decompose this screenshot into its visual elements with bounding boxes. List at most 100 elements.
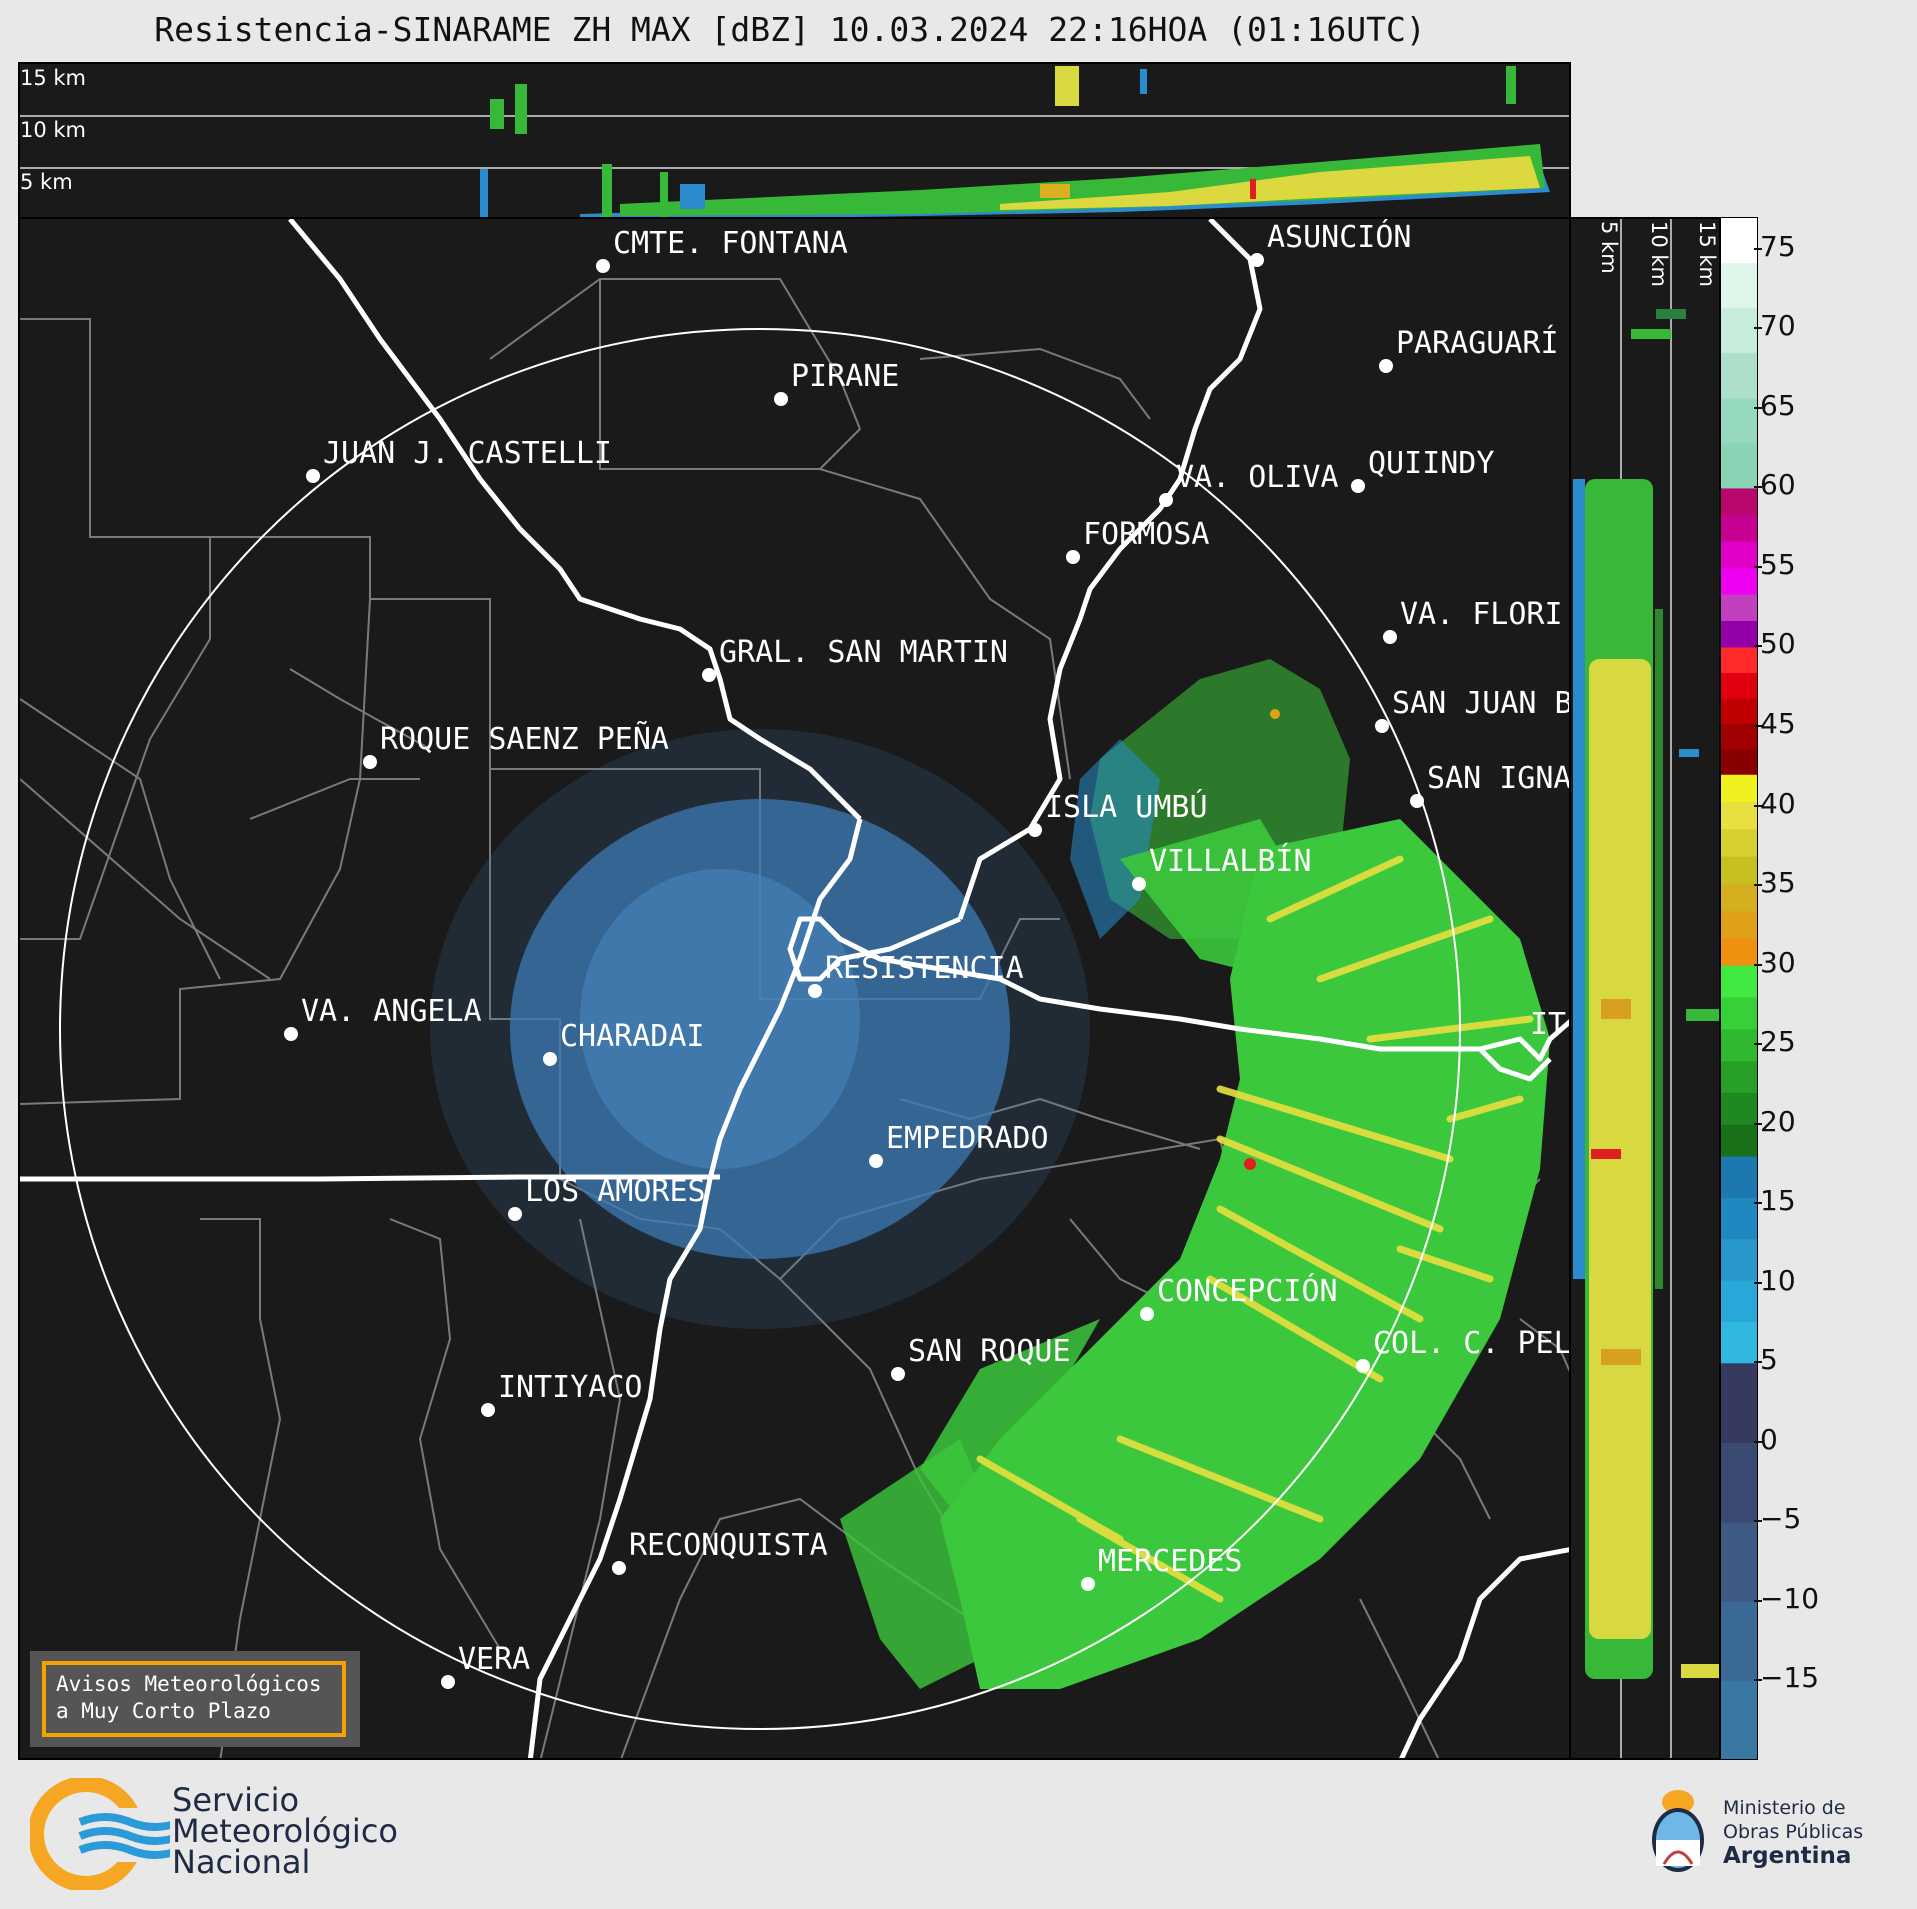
city-marker: [1379, 359, 1393, 373]
city-label: ISLA UMBÚ: [1045, 790, 1208, 825]
top-level-15km: 15 km: [20, 66, 87, 90]
colorbar-band-4-1: [1721, 997, 1757, 1030]
ministry-line-1: Ministerio de: [1723, 1797, 1846, 1819]
city-label: CHARADAI: [560, 1019, 705, 1054]
colorbar-band-4-5: [1721, 1124, 1757, 1158]
colorbar-tick-label: 5: [1754, 1343, 1778, 1377]
city-label: FORMOSA: [1083, 517, 1210, 552]
colorbar-band-6-4: [1721, 1681, 1757, 1759]
colorbar-band-0-1: [1721, 263, 1757, 309]
colorbar-band-0-2: [1721, 308, 1757, 354]
colorbar-band-3-0: [1721, 774, 1757, 803]
colorbar-graphic: [1721, 218, 1757, 1759]
colorbar-band-3-2: [1721, 829, 1757, 858]
city-marker: [363, 755, 377, 769]
top-profile-graphic: [20, 66, 1569, 217]
city-label: VERA: [458, 1642, 531, 1677]
colorbar-band-1-1: [1721, 514, 1757, 542]
city-label: CONCEPCIÓN: [1157, 1274, 1338, 1309]
colorbar-tick-label: 15: [1754, 1184, 1796, 1218]
city-label: PIRANE: [791, 359, 900, 394]
notice-box[interactable]: Avisos Meteorológicos a Muy Corto Plazo: [30, 1651, 360, 1747]
city-label: COL. C. PEL: [1373, 1326, 1571, 1361]
city-marker: [891, 1367, 905, 1381]
colorbar-band-4-3: [1721, 1061, 1757, 1094]
top-vertical-profile: 15 km 10 km 5 km: [18, 62, 1571, 219]
colorbar-band-1-2: [1721, 541, 1757, 569]
city-label: VA. ANGELA: [301, 994, 482, 1029]
city-marker: [1383, 630, 1397, 644]
city-marker: [306, 469, 320, 483]
smn-line-1: Servicio: [172, 1781, 300, 1819]
colorbar-tick-label: 70: [1754, 309, 1796, 343]
city-marker: [1159, 493, 1173, 507]
city-label: QUIINDY: [1368, 446, 1495, 481]
city-label: ASUNCIÓN: [1267, 220, 1412, 255]
colorbar-band-2-4: [1721, 749, 1757, 776]
top-level-5km: 5 km: [20, 170, 73, 194]
radar-map: CMTE. FONTANA ASUNCIÓN PARAGUARÍ PIRANE …: [18, 217, 1571, 1760]
colorbar-tick-label: 40: [1754, 786, 1796, 820]
colorbar-band-1-5: [1721, 620, 1757, 648]
colorbar-band-3-6: [1721, 938, 1757, 967]
borders-rivers: [20, 219, 1569, 1758]
city-label: EMPEDRADO: [886, 1121, 1049, 1156]
city-label: ROQUE SAENZ PEÑA: [380, 722, 669, 757]
city-marker: [508, 1207, 522, 1221]
strong-echo-streaks: [976, 855, 1534, 1603]
city-marker: [543, 1052, 557, 1066]
smn-logo-icon: [30, 1778, 170, 1890]
city-label: GRAL. SAN MARTIN: [719, 635, 1008, 670]
colorbar-band-2-0: [1721, 647, 1757, 674]
city-label: MERCEDES: [1098, 1544, 1243, 1579]
city-label: CMTE. FONTANA: [613, 226, 848, 261]
smn-line-3: Nacional: [172, 1843, 311, 1881]
city-label: IT: [1530, 1007, 1567, 1042]
city-marker: [596, 259, 610, 273]
city-marker: [612, 1561, 626, 1575]
city-label: RESISTENCIA: [825, 951, 1024, 986]
city-label: SAN JUAN B: [1392, 686, 1571, 721]
colorbar-band-4-4: [1721, 1092, 1757, 1126]
colorbar-band-6-1: [1721, 1442, 1757, 1523]
side-level-5km: 5 km: [1597, 221, 1621, 274]
city-marker: [1250, 253, 1264, 267]
colorbar-band-4-2: [1721, 1029, 1757, 1062]
colorbar-tick-label: 60: [1754, 468, 1796, 502]
city-label: JUAN J. CASTELLI: [323, 436, 612, 471]
colorbar-band-3-3: [1721, 856, 1757, 885]
colorbar-band-6-2: [1721, 1522, 1757, 1603]
city-label: VA. OLIVA: [1176, 460, 1339, 495]
colorbar-tick-label: 25: [1754, 1025, 1796, 1059]
ministry-line-2: Obras Públicas: [1723, 1821, 1864, 1843]
city-label: LOS AMORES: [525, 1174, 706, 1209]
range-ring: [59, 328, 1461, 1730]
colorbar-tick-label: 0: [1754, 1422, 1778, 1456]
colorbar-band-1-3: [1721, 567, 1757, 595]
colorbar-band-5-4: [1721, 1321, 1757, 1364]
colorbar-band-6-0: [1721, 1363, 1757, 1444]
colorbar-band-2-2: [1721, 698, 1757, 725]
colorbar-band-5-1: [1721, 1197, 1757, 1240]
smn-name: Servicio Meteorológico Nacional: [172, 1781, 398, 1881]
city-marker: [869, 1154, 883, 1168]
notice-frame: Avisos Meteorológicos a Muy Corto Plazo: [42, 1661, 346, 1737]
colorbar-band-0-3: [1721, 353, 1757, 399]
colorbar-tick-label: 50: [1754, 627, 1796, 661]
city-marker: [702, 668, 716, 682]
colorbar-band-2-1: [1721, 672, 1757, 699]
city-marker: [1410, 794, 1424, 808]
side-level-15km: 15 km: [1695, 221, 1719, 288]
ministry-line-3: Argentina: [1723, 1843, 1852, 1869]
colorbar-tick-label: −15: [1753, 1661, 1820, 1695]
colorbar-tick-label: 30: [1754, 945, 1796, 979]
colorbar-band-0-5: [1721, 443, 1757, 489]
radar-map-graphic: [20, 219, 1569, 1758]
colorbar-tick-label: 20: [1754, 1104, 1796, 1138]
colorbar-tick-label: 35: [1754, 866, 1796, 900]
colorbar-band-5-3: [1721, 1280, 1757, 1323]
city-marker: [1132, 877, 1146, 891]
city-label: VA. FLORI: [1400, 597, 1563, 632]
top-level-10km: 10 km: [20, 118, 87, 142]
notice-line-2: a Muy Corto Plazo: [56, 1699, 271, 1723]
